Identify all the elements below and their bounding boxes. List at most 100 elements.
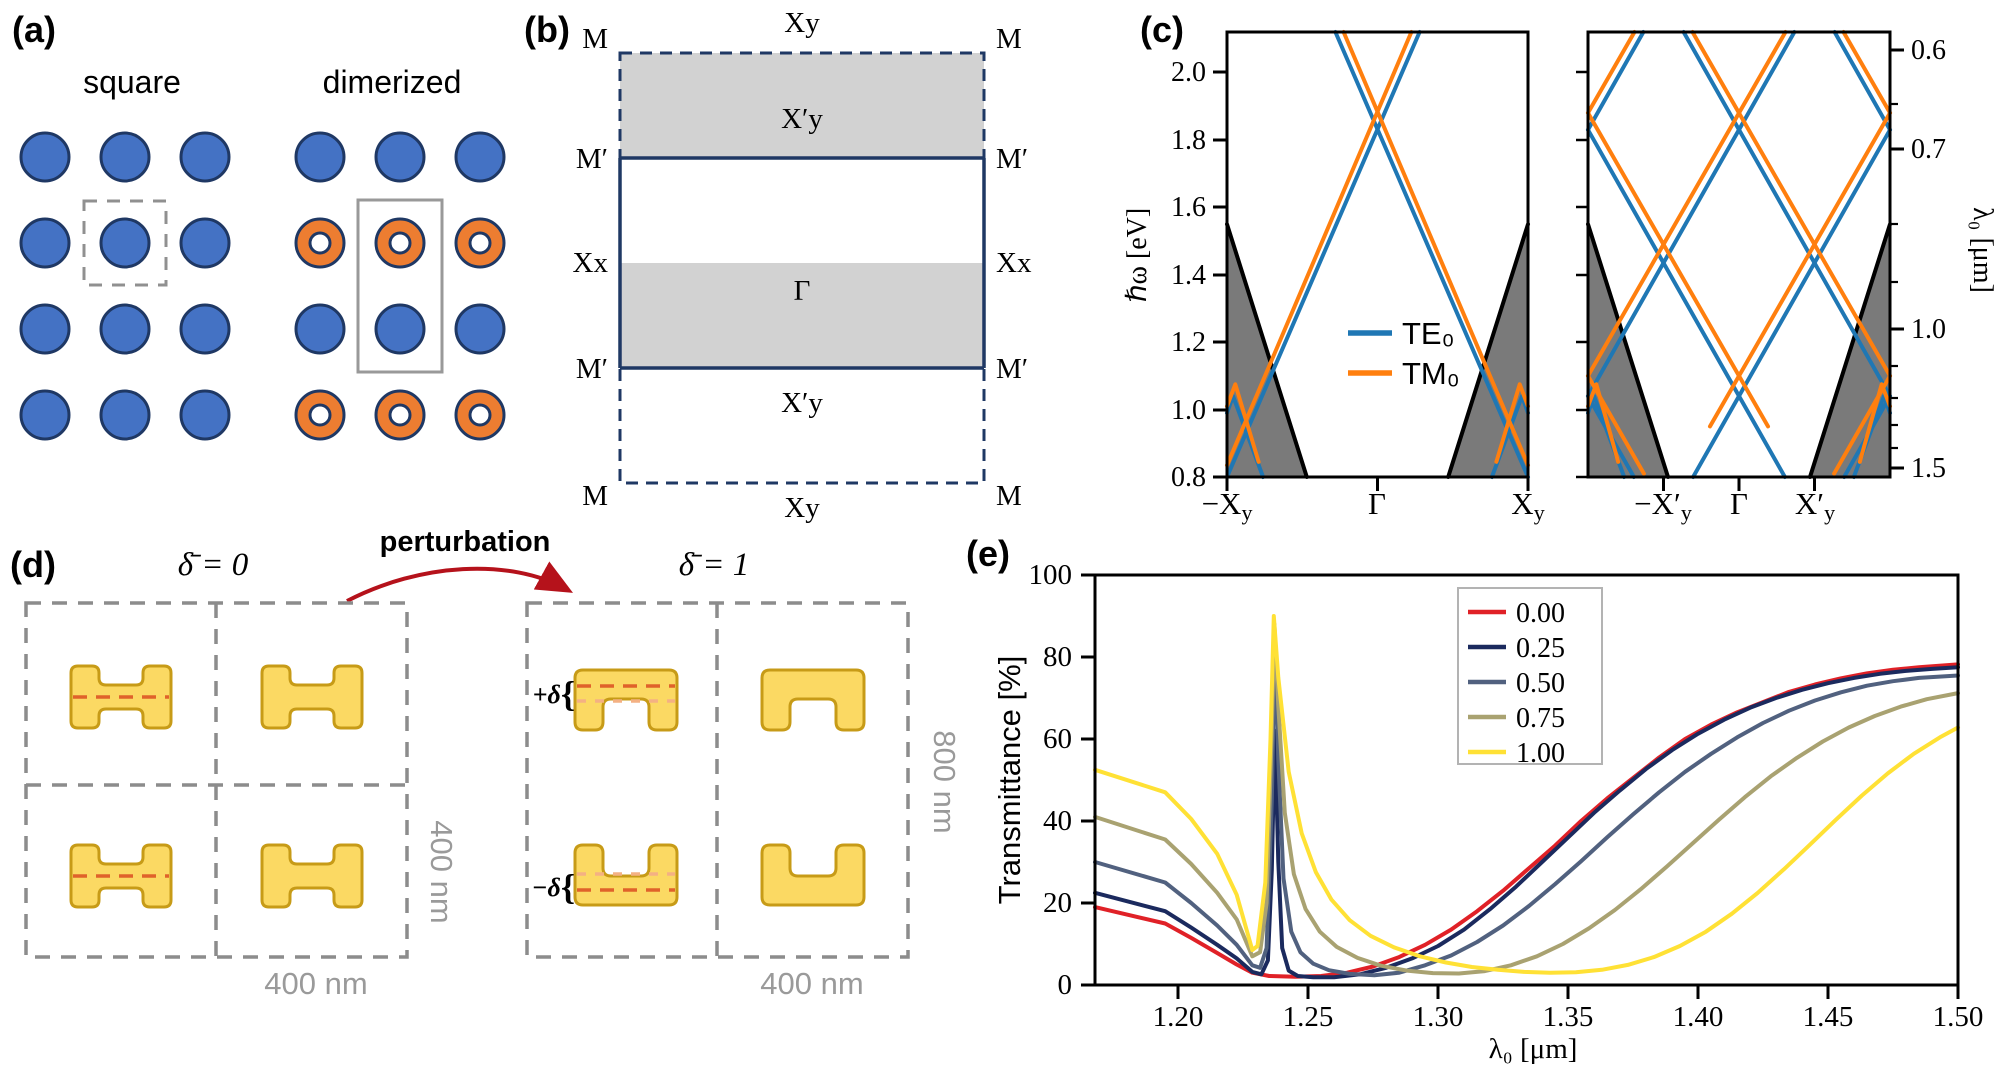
lattice-disk	[99, 217, 151, 269]
transmittance-plot-frame	[1093, 573, 1960, 987]
series-TM0-branch-2	[1225, 30, 1414, 468]
lattice-disk	[19, 217, 71, 269]
t-tick-20: 20	[1043, 887, 1072, 919]
bz-outer-dashed	[618, 51, 986, 485]
te0-legend-label: TE₀	[1402, 316, 1454, 351]
dim-400nm-bottom-left: 400 nm	[264, 966, 367, 1001]
cap-up-resonator	[573, 843, 679, 907]
band-plot-ticks	[1213, 48, 1904, 491]
series-TM0-fold-left	[1586, 382, 1621, 464]
wl-tick-1.20: 1.20	[1153, 1001, 1204, 1033]
cap-up-resonator	[760, 843, 866, 907]
t-tick-80: 80	[1043, 641, 1072, 673]
legend-label-0.00: 0.00	[1516, 598, 1565, 629]
dim-800nm-side-right: 800 nm	[927, 730, 962, 833]
ev-tick-1.8: 1.8	[1171, 125, 1206, 156]
wl-tick-1.25: 1.25	[1283, 1001, 1334, 1033]
ktick-gamma-left: Γ	[1368, 486, 1386, 521]
bz-xpy-top: X′y	[781, 103, 823, 135]
square-unit-cell-outline	[82, 199, 168, 287]
series-TE0-lower-1	[1691, 127, 1892, 479]
lattice-ring-hole	[308, 403, 332, 427]
bz-m-bottom-right: M	[996, 480, 1022, 512]
legend-box	[1457, 587, 1603, 765]
dim-400nm-side-left: 400 nm	[424, 820, 459, 923]
lattice-disk	[374, 303, 426, 355]
lattice-disk	[99, 131, 151, 183]
delta-1-title: δ̄ = 1	[679, 547, 750, 583]
lattice-disk	[294, 303, 346, 355]
legend-label-0.75: 0.75	[1516, 703, 1565, 734]
bz-xy-bottom: Xy	[784, 492, 820, 524]
legend-label-0.25: 0.25	[1516, 633, 1565, 664]
series-0.25	[1093, 665, 1960, 980]
series-TE0-edge-tl	[1586, 30, 1646, 132]
ev-tick-0.8: 0.8	[1171, 462, 1206, 493]
lattice-ring-hole	[388, 403, 412, 427]
lattice-disk	[454, 131, 506, 183]
lattice-disk	[179, 389, 231, 441]
t-tick-40: 40	[1043, 805, 1072, 837]
um-tick-1.0: 1.0	[1911, 314, 1946, 345]
legend-label-1.00: 1.00	[1516, 738, 1565, 769]
band-plot-right	[1586, 30, 1892, 479]
series-light-cone-left-edge	[1586, 222, 1670, 479]
dim-400nm-bottom-right: 400 nm	[760, 966, 863, 1001]
series-TE0-branch-2	[1225, 30, 1422, 479]
wl-tick-1.50: 1.50	[1933, 1001, 1984, 1033]
series-0.75	[1093, 622, 1960, 976]
plus-delta-annotation: +δ{	[533, 674, 575, 714]
t-tick-0: 0	[1058, 969, 1073, 1001]
series-TM0-fold-right	[1857, 382, 1892, 464]
um-tick-0.6: 0.6	[1911, 35, 1946, 66]
series-TM0-lower-2	[1586, 110, 1770, 429]
bz-mprime-left-lower: M′	[576, 353, 608, 385]
ktick-xpy: X′y	[1795, 486, 1835, 525]
panel-c: (c) 2.0 1.8 1.6 1.4 1.2 1.0 0.8 ℏω [eV] …	[1122, 9, 1996, 525]
series-TE0-upper-1	[1681, 30, 1892, 399]
lattice-disk	[294, 131, 346, 183]
panel-b: (b) Xy Xy X′y X′y Γ M M M M M′ M′ M′ M′ …	[524, 7, 1032, 524]
panel-a: (a) square dimerized	[12, 9, 506, 441]
transmittance-legend: 0.00 0.25 0.50 0.75 1.00	[1457, 587, 1603, 769]
perturbation-label: perturbation	[380, 526, 551, 558]
panel-c-letter: (c)	[1140, 9, 1184, 50]
lattice-disk	[19, 131, 71, 183]
bz-xpy-bottom: X′y	[781, 387, 823, 419]
panel-b-letter: (b)	[524, 9, 570, 50]
h-resonator	[260, 664, 364, 730]
lattice-disk	[99, 303, 151, 355]
ktick-minus-xy: −Xy	[1202, 486, 1253, 525]
ktick-gamma-right: Γ	[1730, 486, 1748, 521]
ev-axis-label: ℏω [eV]	[1122, 208, 1153, 302]
lattice-ring-hole	[468, 403, 492, 427]
wl-tick-1.35: 1.35	[1543, 1001, 1594, 1033]
ev-tick-1.2: 1.2	[1171, 327, 1206, 358]
bz-m-top-left: M	[582, 23, 608, 55]
series-light-cone-left-edge	[1225, 222, 1309, 479]
wavelength-axis-label: λ₀ [μm]	[1489, 1033, 1578, 1065]
ktick-minus-xpy: −X′y	[1634, 486, 1692, 525]
series-light-cone-right-edge	[1808, 222, 1892, 479]
bz-m-bottom-left: M	[582, 480, 608, 512]
um-axis-label: λ₀ [μm]	[1967, 207, 1996, 293]
lattice-disk	[179, 303, 231, 355]
ktick-xy: Xy	[1511, 486, 1544, 525]
bz-shaded-band-gamma	[620, 263, 984, 368]
lattice-ring-hole	[388, 231, 412, 255]
bz-mprime-left-upper: M′	[576, 143, 608, 175]
series-TE0-edge-tr	[1832, 30, 1892, 132]
bz-mprime-right-upper: M′	[996, 143, 1028, 175]
lattice-disk	[454, 303, 506, 355]
bz-shaded-band-top	[620, 53, 984, 158]
lattice-disk	[179, 217, 231, 269]
ev-tick-2.0: 2.0	[1171, 57, 1206, 88]
lattice-disk	[179, 131, 231, 183]
square-lattice-title: square	[83, 64, 181, 100]
series-TM0-fold-left	[1225, 382, 1261, 464]
band-plot-left	[1225, 30, 1530, 479]
dimerized-lattice-title: dimerized	[323, 64, 462, 100]
ev-tick-1.4: 1.4	[1171, 260, 1206, 291]
